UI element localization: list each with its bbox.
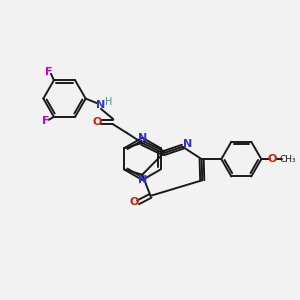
Text: O: O <box>129 197 139 207</box>
Text: N: N <box>183 140 192 149</box>
Text: F: F <box>42 116 50 126</box>
Text: N: N <box>138 133 147 143</box>
Text: O: O <box>92 117 101 127</box>
Text: H: H <box>106 97 113 106</box>
Text: N: N <box>96 100 106 110</box>
Text: O: O <box>268 154 277 164</box>
Text: CH₃: CH₃ <box>279 154 296 164</box>
Text: N: N <box>138 175 147 185</box>
Text: F: F <box>45 67 52 77</box>
